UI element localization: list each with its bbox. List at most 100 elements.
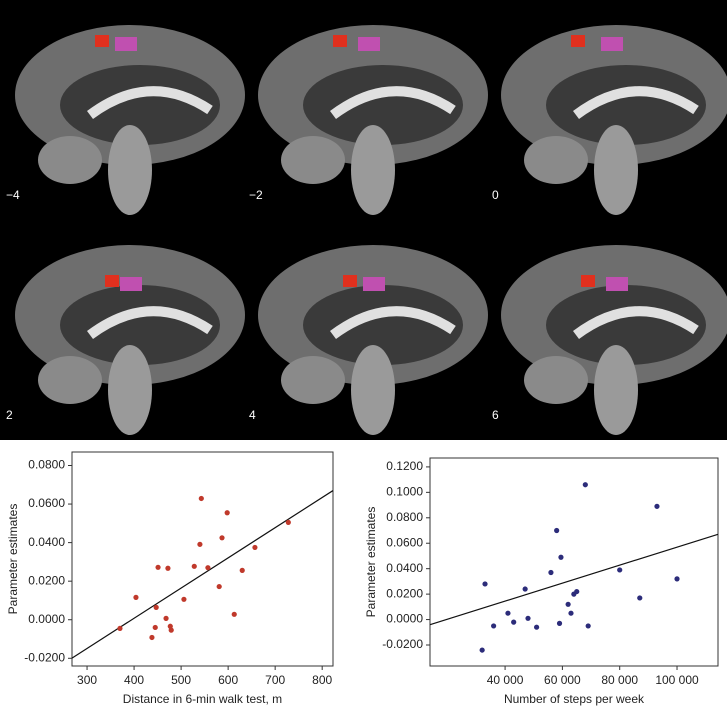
y-axis-label: Parameter estimates: [364, 507, 378, 618]
y-tick-label: 0.0200: [386, 586, 423, 600]
data-point: [505, 610, 511, 616]
slice-label: 0: [492, 188, 499, 202]
slice-label: 2: [6, 408, 13, 422]
data-point: [181, 596, 187, 602]
activation-magenta: [601, 37, 623, 51]
data-point: [558, 554, 564, 560]
y-tick-label: 0.0800: [28, 458, 65, 472]
data-point: [117, 625, 123, 632]
data-point: [534, 624, 540, 630]
y-tick-label: 0.0400: [28, 535, 65, 549]
brainstem: [108, 345, 152, 435]
brain-inner: [546, 285, 706, 365]
cerebellum: [281, 356, 345, 404]
data-point: [617, 567, 623, 573]
data-point: [198, 495, 204, 502]
y-tick-label: -0.0200: [24, 650, 65, 664]
x-axis-label: Number of steps per week: [504, 692, 645, 706]
activation-red: [333, 35, 347, 47]
data-point: [568, 610, 574, 616]
y-axis-label: Parameter estimates: [6, 504, 20, 615]
x-tick-label: 800: [312, 673, 332, 687]
data-point: [637, 595, 643, 601]
data-point: [163, 615, 169, 621]
slice-label: 6: [492, 408, 499, 422]
data-point: [216, 583, 222, 590]
data-point: [205, 565, 211, 571]
plot-frame: [429, 457, 719, 667]
activation-magenta: [358, 37, 380, 51]
corpus-callosum: [330, 86, 456, 120]
brain-inner: [60, 65, 220, 145]
data-point: [522, 586, 528, 592]
brainstem: [594, 125, 638, 215]
y-tick-label: 0.1000: [386, 485, 423, 499]
cerebellum: [38, 136, 102, 184]
slice-label: 4: [249, 408, 256, 422]
x-tick-label: 80 000: [601, 673, 638, 687]
activation-red: [105, 275, 119, 287]
data-point: [219, 535, 225, 541]
activation-magenta: [606, 277, 628, 291]
activation-red: [571, 35, 585, 47]
x-tick-label: 300: [77, 673, 97, 687]
brain-inner: [546, 65, 706, 145]
data-point: [153, 604, 159, 610]
x-tick-label: 100 000: [655, 673, 699, 687]
data-point: [525, 615, 531, 621]
activation-magenta: [115, 37, 137, 51]
corpus-callosum: [87, 306, 213, 340]
cerebellum: [524, 136, 588, 184]
y-tick-label: 0.0800: [386, 510, 423, 524]
data-point: [155, 564, 161, 570]
activation-magenta: [120, 277, 142, 291]
brainstem: [351, 125, 395, 215]
activation-red: [95, 35, 109, 47]
y-tick-label: 0.1200: [386, 459, 423, 473]
data-point: [482, 581, 488, 587]
x-tick-label: 600: [218, 673, 238, 687]
x-tick-label: 700: [265, 673, 285, 687]
brain-inner: [303, 285, 463, 365]
y-tick-label: 0.0400: [386, 561, 423, 575]
y-tick-label: 0.0000: [386, 612, 423, 626]
activation-red: [581, 275, 595, 287]
y-tick-label: 0.0600: [28, 496, 65, 510]
corpus-callosum: [573, 86, 699, 120]
x-tick-label: 500: [171, 673, 191, 687]
data-point: [554, 527, 560, 534]
corpus-callosum: [573, 306, 699, 340]
data-point: [585, 623, 591, 629]
activation-red: [343, 275, 357, 287]
x-tick-label: 40 000: [487, 673, 524, 687]
activation-magenta: [363, 277, 385, 291]
data-point: [197, 541, 203, 547]
slice-label: −4: [6, 188, 20, 202]
data-point: [285, 519, 291, 525]
brain-inner: [60, 285, 220, 365]
data-point: [252, 544, 258, 551]
data-point: [582, 482, 588, 488]
brainstem: [594, 345, 638, 435]
corpus-callosum: [330, 306, 456, 340]
data-point: [491, 623, 497, 629]
data-point: [511, 619, 517, 625]
cerebellum: [281, 136, 345, 184]
fit-line: [429, 533, 719, 626]
data-point: [565, 601, 571, 607]
data-point: [479, 647, 485, 653]
data-point: [239, 567, 245, 573]
data-point: [191, 563, 197, 569]
y-tick-label: 0.0600: [386, 535, 423, 549]
x-axis-label: Distance in 6-min walk test, m: [123, 692, 282, 706]
data-point: [654, 503, 660, 509]
brainstem: [351, 345, 395, 435]
corpus-callosum: [87, 86, 213, 120]
x-tick-label: 60 000: [544, 673, 581, 687]
data-point: [556, 620, 563, 626]
brainstem: [108, 125, 152, 215]
fit-line: [71, 490, 334, 659]
slice-label: −2: [249, 188, 263, 202]
cerebellum: [38, 356, 102, 404]
